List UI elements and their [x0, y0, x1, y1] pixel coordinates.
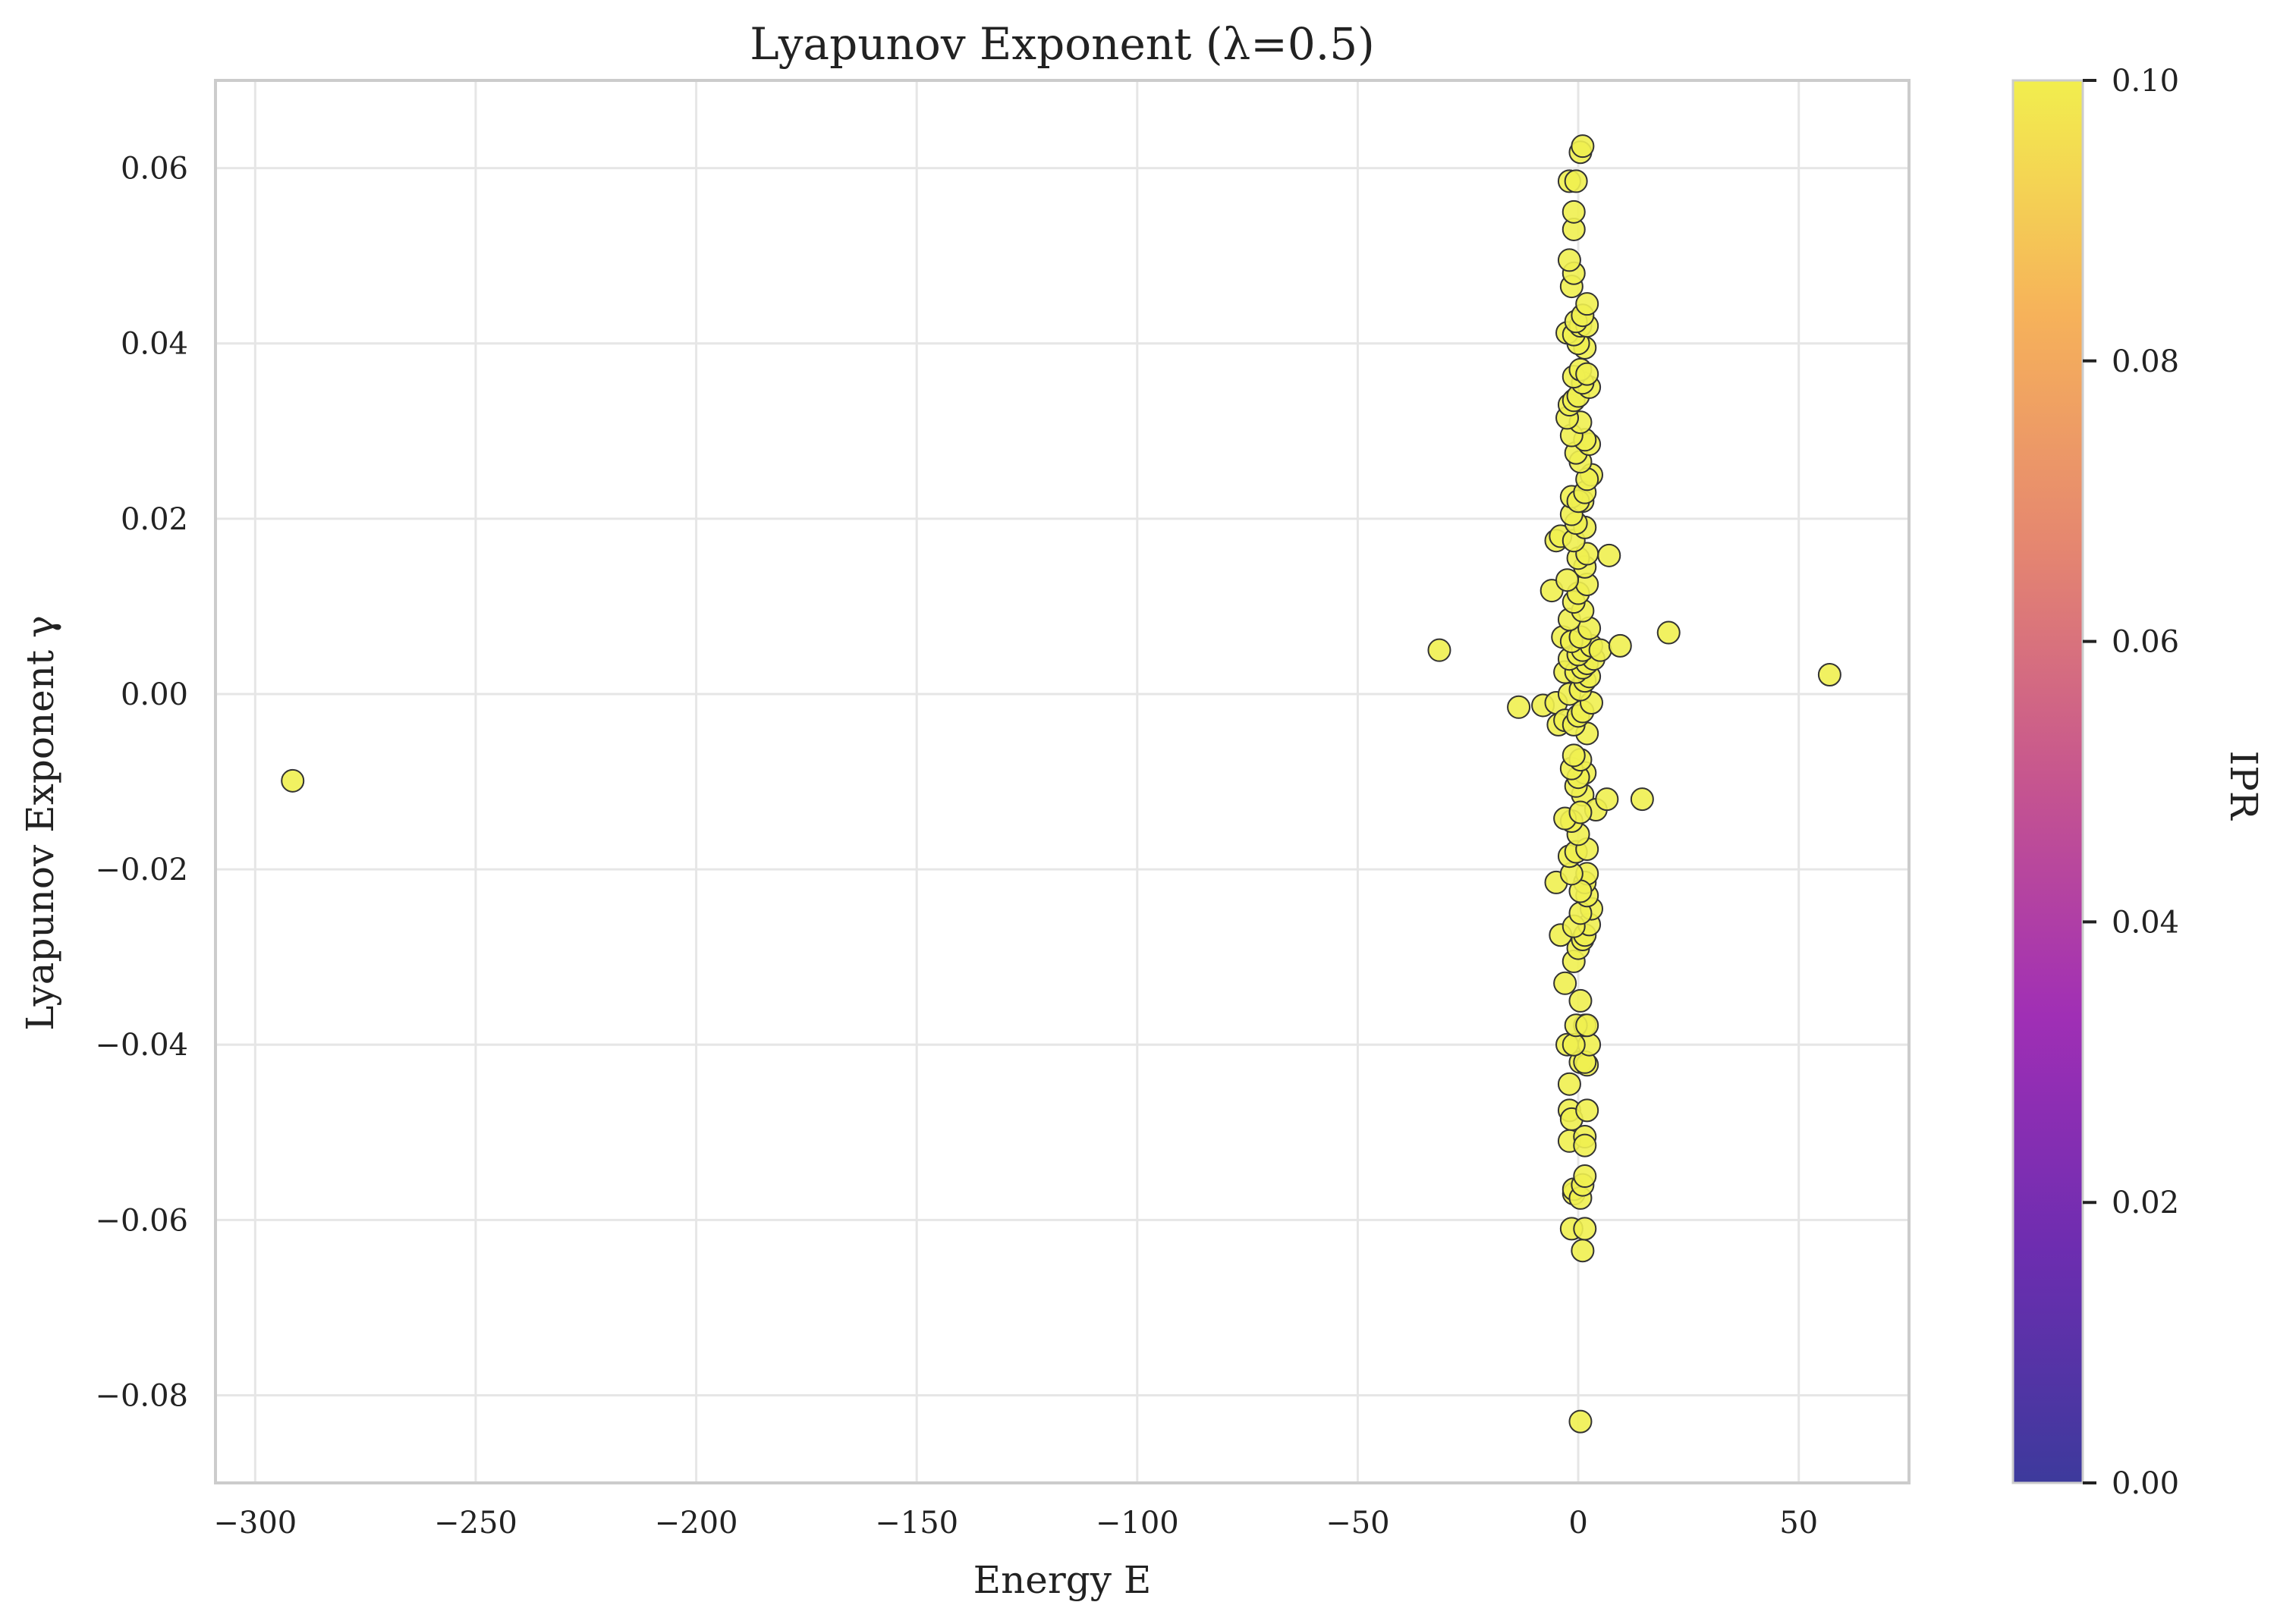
colorbar-tick-label: 0.06 — [2112, 625, 2179, 660]
grid-lines — [215, 80, 1909, 1483]
colorbar-tick-label: 0.08 — [2112, 344, 2179, 379]
data-point — [1564, 169, 1588, 193]
data-point — [1575, 292, 1599, 316]
data-point — [1608, 633, 1632, 658]
colorbar-ticks: 0.00 0.02 0.04 0.06 0.08 0.10 — [2083, 64, 2179, 1501]
data-point — [1571, 1239, 1595, 1263]
data-point — [1817, 663, 1841, 687]
colorbar-label: IPR — [2222, 750, 2266, 820]
data-point — [1573, 1133, 1597, 1158]
x-tick-label: −100 — [1096, 1506, 1179, 1541]
x-tick-label: −300 — [213, 1506, 297, 1541]
y-axis-title: Lyapunov Exponent γ — [18, 615, 62, 1031]
data-point — [1597, 543, 1621, 567]
x-tick-label: 50 — [1779, 1506, 1818, 1541]
y-tick-label: −0.02 — [95, 853, 188, 887]
y-tick-label: 0.06 — [121, 152, 188, 187]
data-point — [1656, 620, 1681, 645]
data-point — [1562, 1032, 1586, 1057]
data-point — [1575, 1013, 1599, 1038]
x-axis-ticks: −300 −250 −200 −150 −100 −50 0 50 — [213, 1506, 1818, 1541]
data-point — [1588, 638, 1612, 662]
colorbar-tick-label: 0.00 — [2112, 1466, 2179, 1501]
x-tick-label: −150 — [875, 1506, 958, 1541]
data-point — [1568, 800, 1593, 825]
colorbar — [2011, 79, 2084, 1484]
chart-title: Lyapunov Exponent (λ=0.5) — [750, 18, 1375, 70]
data-point — [1571, 134, 1595, 159]
data-point — [1555, 568, 1580, 592]
y-tick-label: 0.02 — [121, 502, 188, 537]
data-point — [1630, 787, 1654, 812]
data-point — [1562, 199, 1586, 224]
data-point — [281, 768, 305, 793]
y-tick-label: −0.08 — [95, 1378, 188, 1413]
data-point — [1507, 695, 1531, 719]
data-point — [1553, 971, 1577, 995]
data-point — [1573, 1164, 1597, 1189]
colorbar-tick-label: 0.10 — [2112, 64, 2179, 99]
colorbar-tick-label: 0.02 — [2112, 1186, 2179, 1220]
y-tick-label: −0.06 — [95, 1203, 188, 1238]
x-tick-label: −250 — [434, 1506, 517, 1541]
plot-area-frame — [214, 79, 1911, 1484]
data-point — [1575, 1098, 1599, 1123]
data-point — [1575, 362, 1599, 386]
data-point — [1568, 988, 1593, 1013]
y-axis-ticks: −0.08 −0.06 −0.04 −0.02 0.00 0.02 0.04 0.06 — [95, 152, 188, 1414]
data-point — [1595, 787, 1619, 812]
data-point — [1573, 1217, 1597, 1241]
x-tick-label: −200 — [655, 1506, 738, 1541]
data-point — [1427, 638, 1451, 662]
y-tick-label: 0.04 — [121, 327, 188, 362]
y-tick-label: −0.04 — [95, 1028, 188, 1063]
x-axis-title: Energy E — [973, 1558, 1152, 1602]
data-point — [1562, 743, 1586, 768]
data-point — [1568, 1409, 1593, 1434]
colorbar-tick-label: 0.04 — [2112, 905, 2179, 940]
data-point — [1557, 1072, 1581, 1096]
data-point — [1557, 248, 1581, 272]
x-tick-label: −50 — [1326, 1506, 1389, 1541]
y-tick-label: 0.00 — [121, 677, 188, 712]
data-points — [281, 134, 1841, 1434]
x-tick-label: 0 — [1568, 1506, 1587, 1541]
